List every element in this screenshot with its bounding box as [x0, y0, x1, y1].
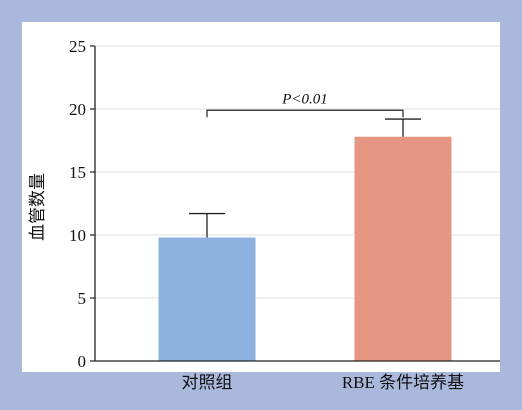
y-tick-label: 25: [69, 37, 86, 56]
y-tick-label: 10: [69, 226, 86, 245]
bar: [158, 237, 256, 361]
axes: 0 5 10 15 20 25 对照组 RBE 条件培养基: [69, 37, 500, 392]
x-tick-label: 对照组: [182, 373, 233, 392]
y-tick-label: 0: [78, 352, 87, 371]
y-axis-label: 血管数量: [28, 173, 47, 241]
y-tick-label: 15: [69, 163, 86, 182]
x-tick-label: RBE 条件培养基: [342, 373, 464, 392]
y-tick-label: 5: [78, 289, 87, 308]
significance-annotation: P<0.01: [206, 91, 404, 118]
significance-label: P<0.01: [281, 91, 328, 107]
bars: [158, 118, 452, 361]
y-tick-label: 20: [69, 100, 86, 119]
significance-bracket: [206, 109, 404, 118]
bar: [354, 136, 452, 361]
